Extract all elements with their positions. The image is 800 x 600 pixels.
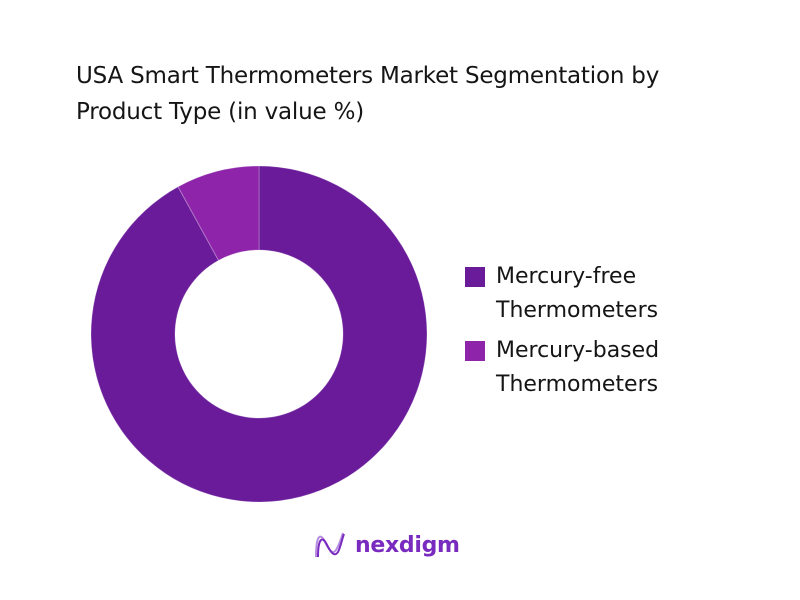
logo-text: nexdigm xyxy=(355,532,460,558)
nexdigm-wave-icon xyxy=(315,532,345,558)
legend-item-mercury-based: Mercury-based Thermometers xyxy=(465,334,716,402)
donut-slices xyxy=(90,165,428,503)
legend-item-mercury-free: Mercury-free Thermometers xyxy=(465,260,716,328)
chart-title-line-2: Product Type (in value %) xyxy=(76,99,364,125)
nexdigm-logo: nexdigm xyxy=(313,530,460,560)
donut-slice-mercury-free xyxy=(90,165,428,503)
chart-title-line-1: USA Smart Thermometers Market Segmentati… xyxy=(76,63,660,89)
legend-label: Mercury-based Thermometers xyxy=(496,338,660,397)
legend-swatch xyxy=(465,341,485,361)
donut-slice-mercury-based xyxy=(177,165,260,262)
legend-label: Mercury-free Thermometers xyxy=(496,264,659,323)
chart-title: USA Smart Thermometers Market Segmentati… xyxy=(76,58,776,130)
chart-legend: Mercury-free Thermometers Mercury-based … xyxy=(465,260,716,408)
legend-swatch xyxy=(465,267,485,287)
